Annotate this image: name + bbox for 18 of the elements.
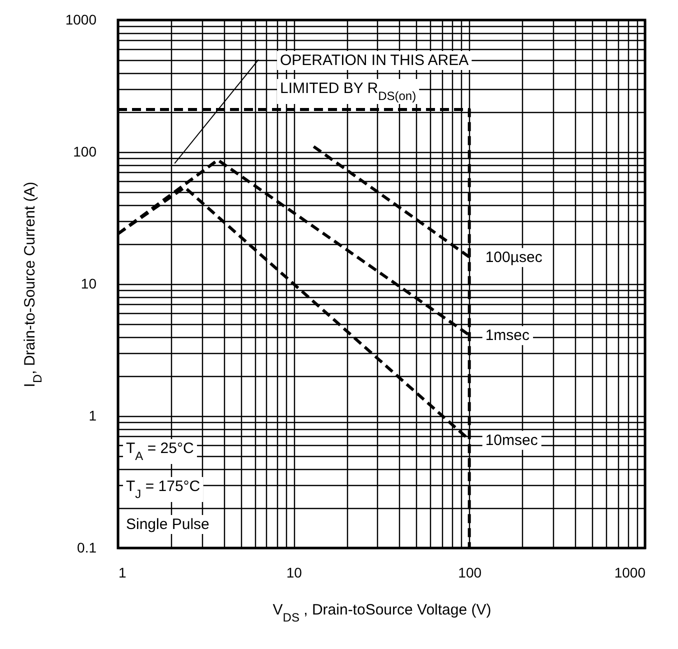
annotation: T$_{J}$ = 175°C: [126, 478, 200, 501]
y-tick-label: 0.1: [77, 540, 97, 556]
y-tick-label: 10: [80, 276, 97, 292]
annotation: T$_{A}$ = 25°C: [126, 440, 194, 463]
series-label: 1msec: [485, 327, 530, 344]
annotation: OPERATION IN THIS AREA: [280, 52, 469, 69]
x-tick-label: 1: [118, 564, 126, 580]
series-label: 100µsec: [485, 249, 543, 266]
y-tick-label: 100: [73, 144, 97, 160]
y-tick-label: 1: [88, 408, 97, 424]
x-tick-label: 1000: [614, 564, 646, 580]
series-label: 10msec: [485, 432, 538, 449]
annotation: Single Pulse: [126, 516, 210, 533]
annotation: LIMITED BY R$_{DS(on)}$: [280, 80, 416, 103]
x-tick-label: 100: [458, 564, 482, 580]
x-axis-title: V$_{DS}$ , Drain-toSource Voltage (V): [272, 602, 492, 624]
y-tick-label: 1000: [65, 12, 97, 28]
x-tick-label: 10: [286, 564, 302, 580]
